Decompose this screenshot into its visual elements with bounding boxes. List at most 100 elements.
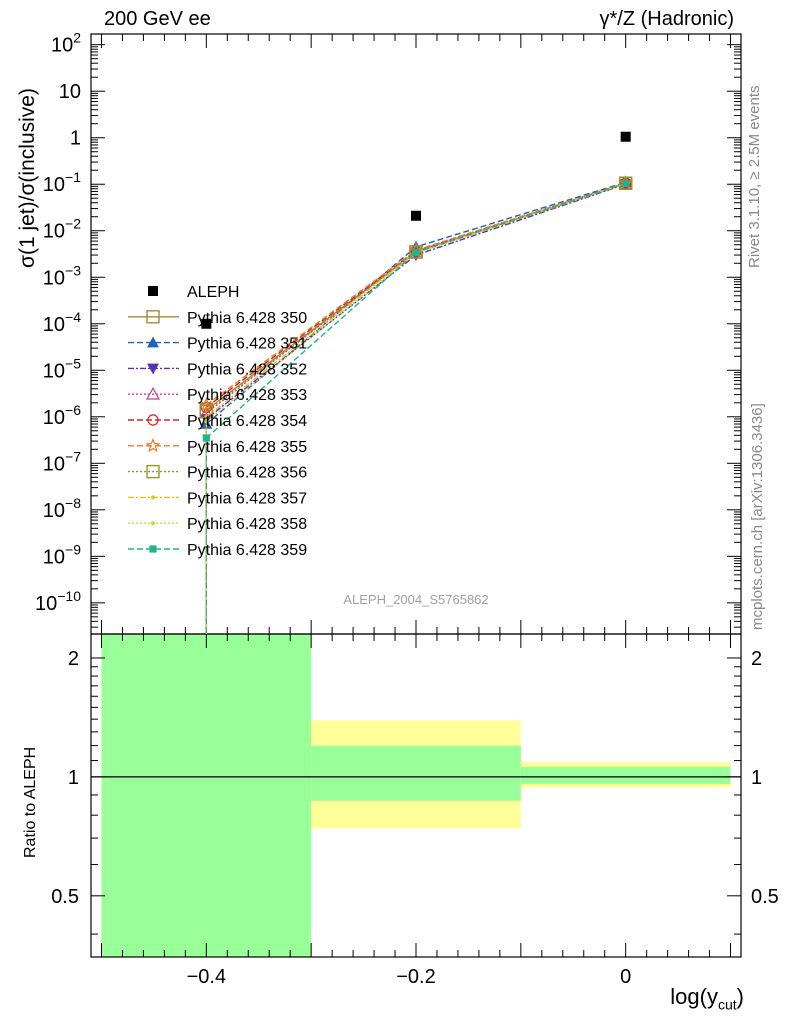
marker-shape — [198, 396, 214, 412]
header-left-label: 200 GeV ee — [104, 8, 211, 30]
marker-filled-square — [622, 179, 630, 188]
y-tick-label: 10−4 — [43, 309, 81, 336]
marker-open-square — [618, 176, 633, 190]
marker-black-square — [411, 210, 421, 221]
series-pythia-6.428-359 — [202, 179, 630, 634]
legend-entry: Pythia 6.428 356 — [128, 465, 307, 482]
y-tick-label: 1 — [70, 128, 81, 150]
marker-shape — [146, 310, 160, 324]
y-tick-label: 10−7 — [43, 448, 81, 475]
x-axis-label-sub: cut — [717, 996, 737, 1013]
x-axis-label: log(ycut) — [670, 984, 744, 1012]
legend-label: Pythia 6.428 351 — [187, 336, 307, 353]
x-tick-label: −0.4 — [187, 966, 226, 988]
analysis-watermark: ALEPH_2004_S5765862 — [343, 592, 488, 607]
series-pythia-6.428-356 — [199, 176, 633, 634]
series-line — [205, 182, 626, 406]
ratio-tick-label-right: 2 — [751, 648, 762, 670]
marker-open-square — [146, 310, 160, 324]
marker-open-triangle — [145, 386, 161, 400]
marker-shape — [202, 434, 210, 442]
marker-shape — [147, 363, 159, 375]
x-axis-label-main: log(y — [670, 984, 718, 1009]
y-tick-label: 10−6 — [43, 402, 81, 429]
legend-label: Pythia 6.428 359 — [187, 542, 307, 559]
y-tick-label: 10−2 — [43, 216, 81, 243]
marker-shape — [151, 521, 155, 526]
ratio-band-green — [520, 766, 731, 784]
marker-shape — [148, 286, 158, 296]
legend-entry: ALEPH — [148, 284, 239, 301]
legend-entry: Pythia 6.428 351 — [128, 336, 307, 353]
y-tick-label: 10−10 — [35, 588, 81, 615]
legend-entry: Pythia 6.428 355 — [128, 437, 307, 456]
y-tick-label: 10−9 — [43, 541, 81, 568]
x-tick-label: 0 — [620, 966, 631, 988]
legend-label: Pythia 6.428 352 — [187, 361, 307, 378]
y-tick-label: 10 — [59, 81, 81, 103]
marker-shape — [201, 318, 212, 329]
marker-shape — [145, 437, 161, 453]
marker-triangle-down — [147, 363, 159, 375]
y-tick-label: 10−5 — [43, 355, 81, 382]
legend-entry: Pythia 6.428 352 — [128, 361, 307, 378]
legend-entry: Pythia 6.428 358 — [128, 516, 307, 533]
ratio-tick-label: 1 — [68, 767, 79, 789]
marker-black-square — [620, 131, 631, 142]
marker-shape — [618, 176, 633, 190]
x-tick-label: −0.2 — [396, 966, 435, 988]
marker-dot — [151, 521, 155, 526]
marker-filled-square — [149, 545, 157, 553]
header-right-label: γ*/Z (Hadronic) — [599, 8, 734, 30]
marker-dot — [204, 419, 209, 424]
marker-shape — [204, 414, 209, 419]
legend-label: ALEPH — [187, 284, 239, 301]
legend-label: Pythia 6.428 354 — [187, 413, 307, 430]
marker-filled-square — [202, 434, 210, 442]
ratio-tick-label: 0.5 — [51, 886, 79, 908]
marker-open-square — [146, 464, 160, 479]
ratio-tick-label: 2 — [68, 648, 79, 670]
marker-shape — [146, 464, 160, 479]
marker-open-circle — [147, 414, 159, 426]
y-tick-label: 10−1 — [43, 169, 81, 196]
marker-black-square — [201, 318, 212, 329]
legend-entry: Pythia 6.428 350 — [128, 310, 307, 327]
legend-label: Pythia 6.428 357 — [187, 490, 307, 507]
ratio-band-green — [311, 745, 521, 801]
legend-entry: Pythia 6.428 353 — [128, 386, 307, 404]
marker-shape — [622, 179, 630, 188]
marker-black-square — [148, 286, 158, 296]
legend-label: Pythia 6.428 353 — [187, 387, 307, 404]
marker-shape — [151, 495, 155, 500]
marker-shape — [147, 336, 159, 348]
marker-open-square — [409, 245, 423, 259]
marker-shape — [411, 210, 421, 221]
legend-label: Pythia 6.428 356 — [187, 465, 307, 482]
legend-entry: Pythia 6.428 357 — [128, 490, 307, 507]
x-axis-label-end: ) — [736, 984, 744, 1009]
legend-entry: Pythia 6.428 354 — [128, 413, 307, 430]
marker-open-star — [198, 396, 214, 412]
series-pythia-6.428-355 — [198, 174, 634, 634]
y-tick-label: 10−3 — [43, 262, 81, 289]
marker-open-star — [145, 437, 161, 453]
marker-shape — [145, 386, 161, 400]
marker-filled-square — [412, 248, 420, 257]
y-tick-label: 102 — [51, 30, 81, 57]
marker-shape — [204, 419, 209, 424]
marker-shape — [149, 545, 157, 553]
legend-entry: Pythia 6.428 359 — [128, 542, 307, 559]
legend: ALEPH Pythia 6.428 350 Pythia 6.428 351 Pyt… — [128, 284, 307, 559]
marker-shape — [620, 131, 631, 142]
ratio-tick-label-right: 1 — [751, 767, 762, 789]
legend-label: Pythia 6.428 355 — [187, 439, 307, 456]
y-tick-label: 10−8 — [43, 495, 81, 522]
marker-dot — [151, 495, 155, 500]
legend-label: Pythia 6.428 358 — [187, 516, 307, 533]
ratio-tick-label-right: 0.5 — [751, 886, 779, 908]
marker-dot — [204, 414, 209, 419]
marker-shape — [412, 248, 420, 257]
marker-triangle-up — [147, 336, 159, 348]
